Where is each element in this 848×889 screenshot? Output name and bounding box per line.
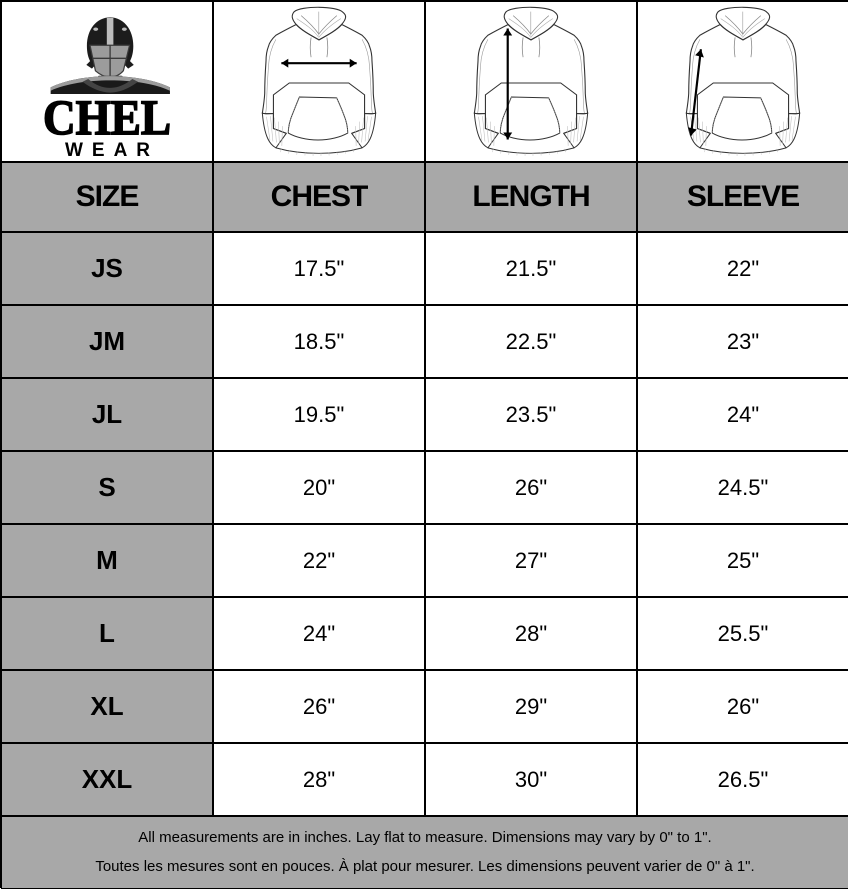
svg-text:CHEL: CHEL	[43, 89, 171, 145]
